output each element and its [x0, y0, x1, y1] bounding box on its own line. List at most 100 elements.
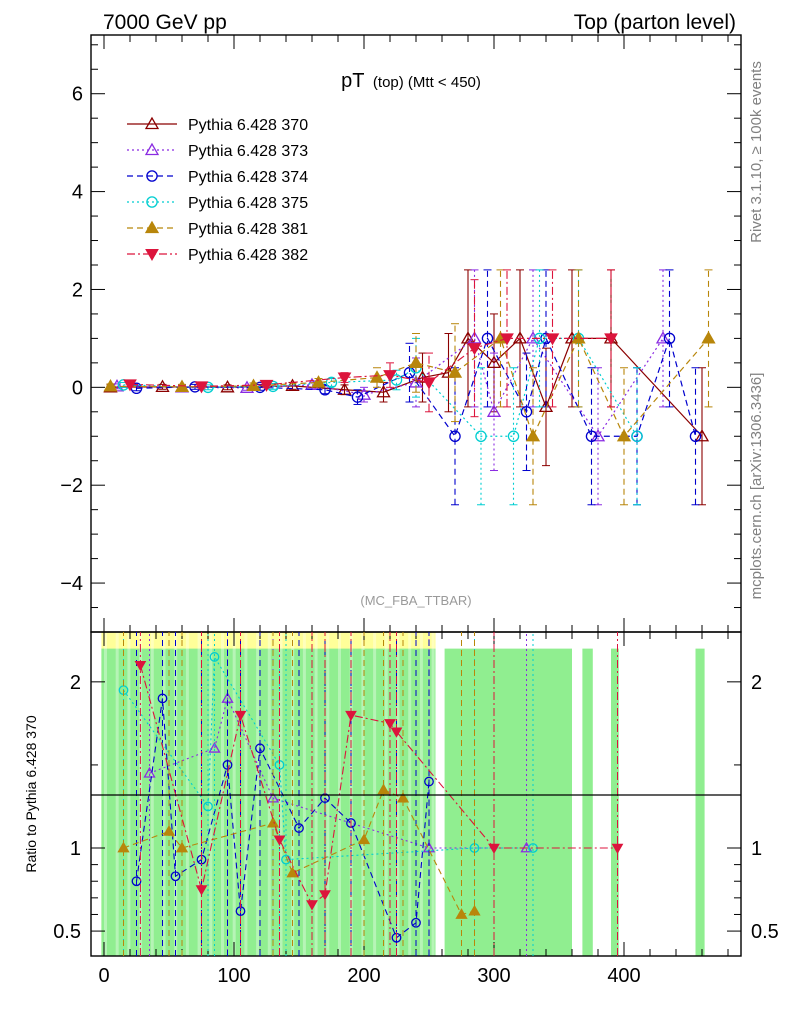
data-point-marker	[488, 843, 500, 855]
data-point-marker	[281, 854, 291, 865]
legend-item: Pythia 6.428 370	[127, 116, 308, 134]
legend-item: Pythia 6.428 373	[127, 142, 308, 160]
ratio-y-tick-label-right: 2	[751, 672, 762, 694]
data-point-marker	[325, 376, 338, 389]
data-point-marker	[689, 430, 702, 443]
data-point-marker	[134, 660, 147, 672]
data-point-marker	[396, 791, 410, 803]
data-point-marker	[411, 917, 421, 928]
rivet-side-label: Rivet 3.1.10, ≥ 100k events	[748, 61, 765, 243]
legend-label: Pythia 6.428 370	[188, 117, 308, 134]
y-tick-label: 4	[72, 182, 83, 204]
ratio-band-gap	[185, 632, 189, 956]
ratio-band-gap	[209, 632, 213, 956]
legend-item: Pythia 6.428 382	[127, 247, 308, 264]
legend-label: Pythia 6.428 375	[188, 195, 308, 212]
data-point-marker	[170, 871, 181, 882]
data-point-marker	[143, 766, 156, 778]
data-point-marker	[507, 430, 520, 443]
data-point-marker	[319, 890, 331, 901]
data-point-marker	[222, 760, 233, 770]
legend-label: Pythia 6.428 382	[188, 247, 308, 264]
ratio-y-tick-label-right: 0.5	[751, 921, 779, 943]
data-point-marker	[123, 379, 137, 392]
series-line	[136, 336, 697, 438]
ratio-band-gap	[221, 632, 224, 956]
ratio-band-gap	[150, 632, 154, 956]
data-point-marker	[520, 406, 533, 418]
data-point-marker	[467, 331, 482, 344]
ratio-band-gap	[373, 632, 377, 956]
ratio-series-line	[149, 696, 527, 849]
data-point-marker	[655, 331, 671, 344]
data-point-marker	[273, 835, 286, 846]
ratio-band-gap	[326, 632, 330, 956]
mcplots-side-label: mcplots.cern.ch [arXiv:1306.3436]	[748, 373, 765, 600]
main-series-group	[103, 269, 716, 506]
ratio-y-tick-label: 1	[70, 838, 81, 860]
chart-title-sub: (top) (Mtt < 450)	[373, 74, 481, 91]
data-point-marker	[144, 220, 160, 234]
data-point-marker	[357, 833, 371, 845]
ratio-band-gap	[361, 632, 365, 956]
chart-title: pT (top) (Mtt < 450)	[341, 70, 481, 92]
ratio-y-axis-label: Ratio to Pythia 6.428 370	[23, 715, 39, 872]
ratio-band-gap	[232, 632, 236, 956]
data-point-marker	[208, 741, 221, 753]
legend-item: Pythia 6.428 375	[127, 195, 308, 212]
data-point-marker	[369, 370, 385, 383]
data-point-marker	[255, 743, 265, 754]
header-left: 7000 GeV pp	[103, 11, 227, 34]
main-axis-ticks: −4 −2 0 2 4 6	[60, 35, 741, 633]
data-point-marker	[468, 904, 481, 916]
data-point-marker	[384, 719, 396, 730]
data-point-marker	[144, 116, 160, 130]
ratio-band-gap	[115, 632, 119, 956]
data-point-marker	[424, 776, 434, 787]
data-point-marker	[525, 331, 541, 344]
data-point-marker	[486, 355, 502, 369]
ratio-band-gap	[279, 632, 283, 956]
ratio-series-group	[117, 632, 624, 956]
data-point-marker	[481, 332, 494, 345]
legend-item: Pythia 6.428 374	[127, 169, 308, 186]
data-point-marker	[611, 843, 624, 855]
header-right: Top (parton level)	[574, 11, 736, 34]
data-point-marker	[146, 196, 158, 208]
ratio-band-gap	[314, 632, 318, 956]
ratio-band-gap	[197, 632, 201, 956]
data-point-marker	[175, 841, 189, 853]
data-point-marker	[571, 331, 586, 344]
series-line	[110, 336, 709, 438]
x-tick-label: 0	[98, 965, 109, 987]
ratio-inner-band	[444, 648, 572, 956]
data-point-marker	[294, 823, 304, 833]
chart-title-main: pT	[341, 70, 364, 92]
data-point-marker	[538, 399, 554, 413]
ratio-band-gap	[302, 632, 306, 956]
data-point-marker	[146, 170, 158, 182]
data-point-marker	[415, 370, 430, 383]
ratio-inner-band	[611, 648, 619, 956]
data-point-marker	[162, 825, 176, 836]
data-point-marker	[475, 430, 487, 443]
x-tick-label: 300	[477, 965, 510, 987]
ratio-series-6-428-382	[134, 632, 624, 956]
legend-item: Pythia 6.428 381	[127, 220, 308, 238]
data-point-marker	[209, 652, 220, 662]
data-point-marker	[266, 816, 280, 828]
ratio-band-gap	[408, 632, 412, 956]
data-point-marker	[311, 375, 326, 388]
x-tick-label: 400	[607, 965, 640, 987]
data-point-marker	[259, 379, 274, 392]
data-point-marker	[195, 885, 208, 896]
data-point-marker	[390, 727, 403, 738]
ratio-band-gap	[127, 632, 131, 956]
data-point-marker	[585, 430, 598, 443]
data-point-marker	[203, 801, 213, 812]
y-tick-label: 6	[72, 84, 83, 106]
data-point-marker	[390, 374, 403, 386]
ratio-series-6-428-381	[117, 632, 481, 956]
data-point-marker	[701, 331, 716, 344]
